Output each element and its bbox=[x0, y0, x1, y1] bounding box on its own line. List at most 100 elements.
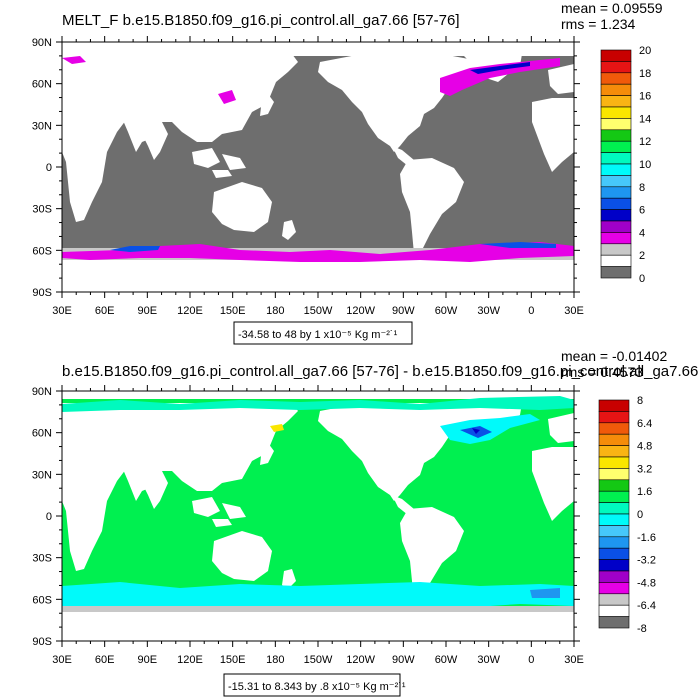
n-atlantic-diff-2 bbox=[440, 414, 540, 444]
y-tick-label-1-0: 90N bbox=[32, 37, 52, 49]
range-label-2: -15.31 to 8.343 by .8 x10⁻⁵ Kg m⁻²˙¹ bbox=[228, 681, 406, 693]
colorbar-swatch-2-7 bbox=[598, 479, 630, 492]
colorbar-swatch-2-0 bbox=[598, 399, 630, 412]
x-tick-label-2-3: 120E bbox=[177, 654, 203, 666]
y-tick-label-1-2: 30N bbox=[32, 120, 52, 132]
colorbar-swatch-2-13 bbox=[598, 547, 630, 560]
y-tick-label-1-4: 30S bbox=[32, 204, 52, 216]
y-tick-label-2-0: 90N bbox=[32, 386, 52, 398]
x-tick-label-2-9: 60W bbox=[435, 654, 458, 666]
arctic-nodata-2 bbox=[62, 391, 574, 399]
colorbar-swatch-2-8 bbox=[598, 490, 630, 503]
colorbar-label-2-4: 1.6 bbox=[637, 486, 652, 498]
colorbar-swatch-1-1 bbox=[600, 61, 632, 74]
colorbar-swatch-2-11 bbox=[598, 525, 630, 538]
x-tick-label-1-6: 150W bbox=[304, 305, 333, 317]
y-tick-label-1-5: 60S bbox=[32, 245, 52, 257]
antarctic-band-2 bbox=[62, 606, 574, 612]
x-tick-label-2-1: 60E bbox=[95, 654, 115, 666]
colorbar-swatch-1-13 bbox=[600, 197, 632, 210]
colorbar-swatch-1-18 bbox=[600, 254, 632, 267]
colorbar-swatch-2-15 bbox=[598, 570, 630, 583]
x-tick-label-1-0: 30E bbox=[52, 305, 72, 317]
range-box-1 bbox=[233, 321, 413, 345]
colorbar-swatch-2-17 bbox=[598, 593, 630, 606]
colorbar-swatch-1-9 bbox=[600, 152, 632, 165]
x-tick-label-1-7: 120W bbox=[346, 305, 375, 317]
arctic-melt-1 bbox=[440, 58, 560, 96]
range-label-1: -34.58 to 48 by 1 x10⁻⁵ Kg m⁻²˙¹ bbox=[238, 329, 398, 341]
antarctic-melt-blue-2 bbox=[480, 242, 556, 248]
x-tick-label-2-12: 30E bbox=[564, 654, 584, 666]
y-tick-label-2-6: 90S bbox=[32, 636, 52, 648]
y-tick-label-1-1: 60N bbox=[32, 79, 52, 91]
x-tick-label-1-4: 150E bbox=[220, 305, 246, 317]
colorbar-swatch-1-5 bbox=[600, 106, 632, 119]
colorbar-2: 8 6.4 4.8 3.2 1.6 0 -1.6 -3.2 -4.8 -6.4 -8 bbox=[598, 395, 656, 635]
chart-title-1: MELT_F b.e15.B1850.f09_g16.pi_control.al… bbox=[62, 12, 460, 29]
x-tick-label-2-7: 120W bbox=[346, 654, 375, 666]
x-tick-label-1-2: 90E bbox=[138, 305, 158, 317]
colorbar-swatch-2-14 bbox=[598, 559, 630, 572]
colorbar-label-2-2: 4.8 bbox=[637, 441, 652, 453]
colorbar-swatch-1-8 bbox=[600, 140, 632, 153]
colorbar-swatch-1-7 bbox=[600, 129, 632, 142]
map-plot-2 bbox=[62, 391, 574, 641]
colorbar-label-1-1: 18 bbox=[639, 68, 651, 80]
colorbar-swatch-1-10 bbox=[600, 163, 632, 176]
colorbar-label-1-0: 20 bbox=[639, 45, 651, 57]
colorbar-swatch-2-16 bbox=[598, 582, 630, 595]
arctic-melt-blue-1 bbox=[470, 62, 530, 74]
colorbar-swatch-2-1 bbox=[598, 411, 630, 424]
colorbar-label-2-1: 6.4 bbox=[637, 418, 652, 430]
colorbar-label-1-8: 4 bbox=[639, 227, 645, 239]
panel-1: MELT_F b.e15.B1850.f09_g16.pi_control.al… bbox=[32, 0, 663, 345]
mean-label-2: mean = -0.01402 bbox=[561, 348, 667, 364]
colorbar-swatch-1-14 bbox=[600, 209, 632, 222]
colorbar-label-1-10: 0 bbox=[639, 273, 645, 285]
x-tick-label-1-8: 90W bbox=[392, 305, 415, 317]
x-tick-label-2-10: 30W bbox=[477, 654, 500, 666]
y-tick-label-2-5: 60S bbox=[32, 594, 52, 606]
y-tick-label-1-3: 0 bbox=[46, 162, 52, 174]
colorbar-swatch-1-2 bbox=[600, 72, 632, 85]
colorbar-label-1-5: 10 bbox=[639, 159, 651, 171]
x-tick-label-2-2: 90E bbox=[138, 654, 158, 666]
colorbar-swatch-1-19 bbox=[600, 266, 632, 279]
colorbar-label-2-0: 8 bbox=[637, 395, 643, 407]
colorbar-label-1-4: 12 bbox=[639, 136, 651, 148]
rms-label-1: rms = 1.234 bbox=[561, 16, 636, 32]
x-tick-label-1-10: 30W bbox=[477, 305, 500, 317]
colorbar-label-2-5: 0 bbox=[637, 509, 643, 521]
colorbar-swatch-2-12 bbox=[598, 536, 630, 549]
y-tick-label-2-3: 0 bbox=[46, 511, 52, 523]
axes-1: 30E 60E 90E 120E 150E 180 150W 120W 90W 60W 30W 0 30… bbox=[32, 36, 584, 317]
colorbar-swatch-2-2 bbox=[598, 422, 630, 435]
panel-2: b.e15.B1850.f09_g16.pi_control.all_ga7.6… bbox=[32, 348, 700, 697]
x-tick-label-2-8: 90W bbox=[392, 654, 415, 666]
n-atlantic-dark-2 bbox=[472, 428, 480, 434]
x-tick-label-1-1: 60E bbox=[95, 305, 115, 317]
colorbar-label-2-8: -4.8 bbox=[637, 577, 656, 589]
x-tick-label-1-3: 120E bbox=[177, 305, 203, 317]
arctic-diff-2 bbox=[62, 396, 574, 412]
x-tick-label-2-4: 150E bbox=[220, 654, 246, 666]
colorbar-swatch-2-4 bbox=[598, 445, 630, 458]
range-box-2 bbox=[223, 673, 401, 697]
colorbar-label-1-2: 16 bbox=[639, 91, 651, 103]
x-tick-label-1-11: 0 bbox=[528, 305, 534, 317]
map-plot-1 bbox=[62, 42, 574, 292]
colorbar-swatch-1-4 bbox=[600, 95, 632, 108]
colorbar-swatch-2-18 bbox=[598, 604, 630, 617]
axes-2: 30E 60E 90E 120E 150E 180 150W 120W 90W 60W 30W 0 30… bbox=[32, 385, 584, 666]
colorbar-swatch-2-3 bbox=[598, 433, 630, 446]
colorbar-swatch-1-6 bbox=[600, 118, 632, 131]
colorbar-label-2-7: -3.2 bbox=[637, 555, 656, 567]
rms-label-2: rms = 0.4573 bbox=[561, 364, 643, 380]
southern-ocean-diff-2 bbox=[62, 582, 574, 608]
x-tick-label-2-11: 0 bbox=[528, 654, 534, 666]
okhotsk-pos-2 bbox=[270, 424, 284, 432]
arctic-melt-2 bbox=[62, 56, 86, 64]
x-tick-label-1-5: 180 bbox=[266, 305, 284, 317]
